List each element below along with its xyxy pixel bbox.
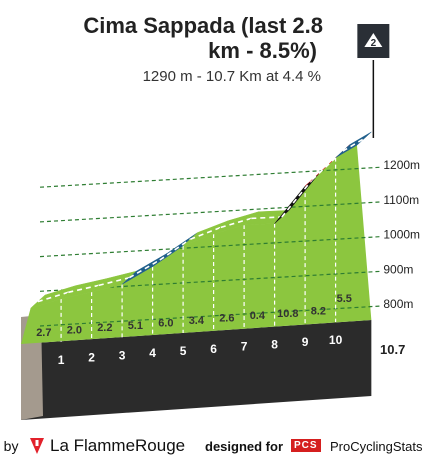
footer-brand: La FlammeRouge	[50, 436, 186, 455]
climb-category-label: 2	[371, 38, 377, 49]
label-layer: 2.7 1 2.0 2 2.2 3 5.1 4 6.0 5 3.4 6 2.6 7 0.4 8 10.8 9 8.2…	[36, 158, 420, 367]
segment-gradient-label: 0.4	[250, 310, 266, 322]
km-marker-label: 4	[149, 346, 156, 360]
segment-gradient-label: 2.2	[97, 322, 112, 334]
segment-gradient-label: 2.0	[67, 325, 82, 337]
y-tick-label: 1200m	[383, 158, 420, 172]
segment-gradient-label: 10.8	[277, 308, 298, 320]
flame-logo-icon	[30, 438, 44, 454]
y-tick-label: 1100m	[383, 193, 419, 207]
segment-gradient-label: 2.7	[36, 327, 51, 339]
pcs-badge: PCS	[291, 439, 321, 452]
segment-gradient-label: 5.1	[128, 320, 143, 332]
road-centerline	[128, 259, 161, 279]
total-distance-label: 10.7	[380, 342, 405, 357]
km-marker-label: 3	[119, 348, 126, 362]
mountain-icon	[364, 33, 383, 47]
road-centerline	[159, 238, 191, 261]
elevation-gridline	[39, 166, 382, 188]
km-marker-label: 8	[271, 337, 278, 351]
km-marker-label: 10	[329, 333, 343, 347]
y-tick-label: 900m	[383, 262, 413, 276]
road-centerline	[281, 179, 313, 218]
footer-designed-for: designed for	[205, 439, 284, 454]
segment-gradient-label: 2.6	[219, 313, 234, 325]
segment-gradient-label: 8.2	[311, 305, 326, 317]
road-surface-layer	[30, 131, 372, 309]
road-centerline	[311, 150, 344, 181]
segment-gradient-label: 3.4	[189, 315, 205, 327]
chart-subtitle: 1290 m - 10.7 Km at 4.4 %	[142, 68, 321, 85]
km-marker-label: 7	[241, 340, 248, 354]
km-marker-label: 9	[302, 335, 309, 349]
profile-area	[21, 145, 372, 344]
elevation-gridline	[39, 236, 382, 258]
elevation-gridline	[39, 201, 382, 223]
km-marker-label: 5	[180, 344, 187, 358]
y-tick-label: 800m	[383, 297, 413, 311]
segment-gradient-label: 6.0	[158, 317, 173, 329]
road-centerline	[190, 226, 222, 240]
chart-title-line-1: Cima Sappada (last 2.8	[83, 13, 323, 38]
km-marker-label: 6	[210, 342, 217, 356]
chart-title-line-2: km - 8.5%)	[208, 38, 317, 63]
segment-gradient-label: 5.5	[337, 293, 352, 305]
profile-base-band	[21, 320, 372, 420]
km-marker-label: 1	[58, 353, 65, 367]
footer-pcs-name: ProCyclingStats	[330, 439, 423, 454]
elevation-gridline	[39, 305, 382, 327]
km-marker-label: 2	[88, 351, 95, 365]
climb-marker: 2	[357, 24, 390, 138]
y-tick-label: 1000m	[383, 228, 420, 242]
profile-area-layer	[21, 145, 372, 344]
footer-by-label: d by	[0, 438, 19, 454]
road-centerline	[342, 137, 365, 152]
